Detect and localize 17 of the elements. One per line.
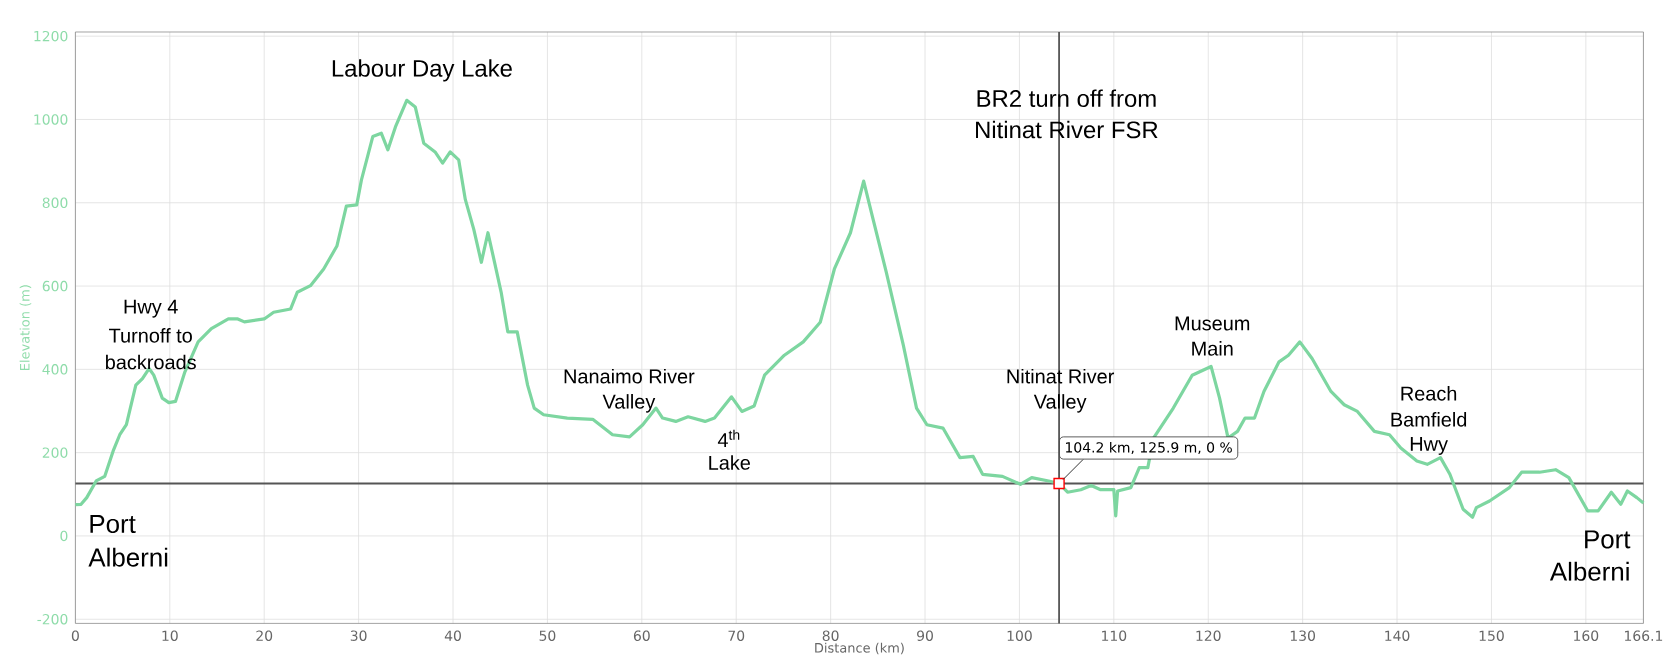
- annotation: Alberni: [88, 547, 168, 567]
- annotation: Turnoff to: [109, 328, 192, 343]
- annotation: Nanaimo River: [564, 368, 695, 384]
- annotation: Museum: [1175, 316, 1250, 331]
- annotation: Alberni: [1549, 561, 1629, 581]
- annotation: Bamfield: [1391, 412, 1467, 427]
- annotation: Labour Day Lake: [332, 59, 512, 82]
- annotation: Hwy 4: [124, 299, 178, 318]
- annotation: Valley: [602, 394, 656, 413]
- annotation: Port: [1585, 530, 1631, 549]
- annotation: Reach: [1401, 386, 1457, 401]
- annotation: 4$^{th}$: [717, 429, 740, 447]
- annotation: Port: [90, 515, 136, 534]
- annotation: Main: [1192, 341, 1233, 356]
- annotation: Lake: [709, 455, 750, 470]
- annotation: Hwy: [1410, 437, 1448, 455]
- annotation: backroads: [106, 354, 196, 370]
